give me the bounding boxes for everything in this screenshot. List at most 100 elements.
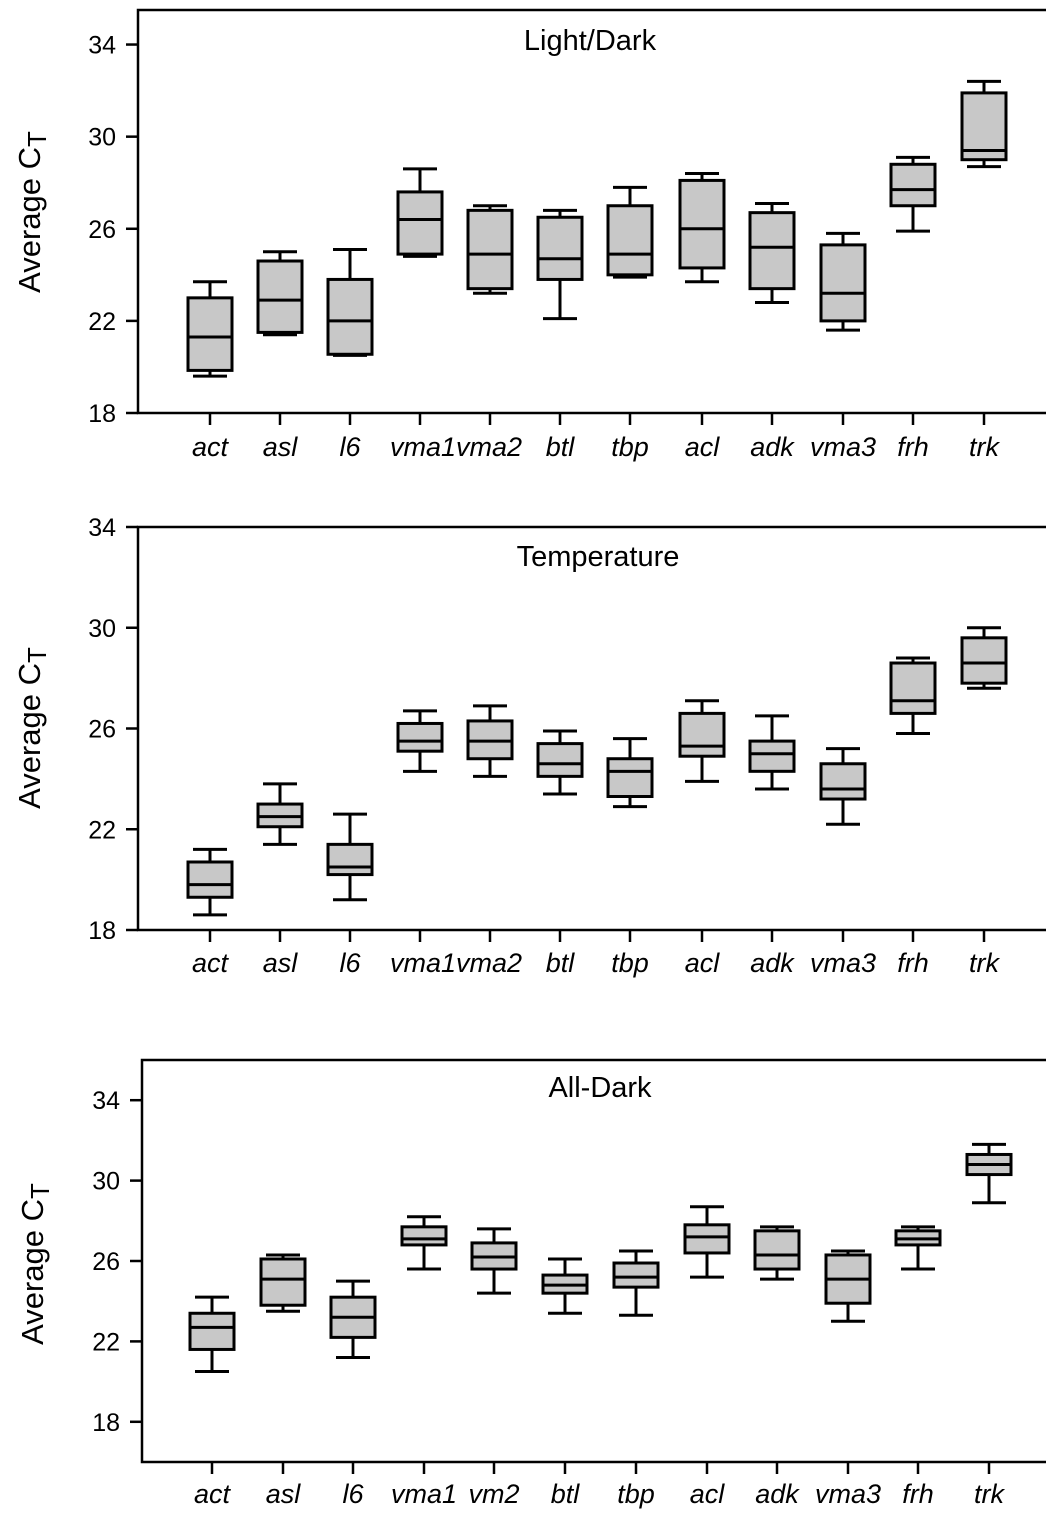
x-tick-label: tbp bbox=[611, 432, 649, 462]
x-tick-label: vma1vma2 bbox=[390, 948, 522, 978]
x-tick-label: asl bbox=[263, 432, 299, 462]
iqr-box bbox=[819, 243, 867, 323]
iqr-box bbox=[536, 742, 584, 778]
x-tick-label: frh bbox=[902, 1479, 934, 1509]
x-tick-label: btl bbox=[546, 948, 576, 978]
iqr-box bbox=[400, 1225, 448, 1247]
x-tick-label: tbp bbox=[611, 948, 649, 978]
box-plot-vma1 bbox=[396, 709, 444, 773]
x-tick-label: l6 bbox=[342, 1479, 364, 1509]
x-tick-label: acl bbox=[685, 948, 721, 978]
box-plot-trk bbox=[965, 1142, 1013, 1205]
box-plot-act bbox=[188, 1295, 236, 1374]
x-tick-label: trk bbox=[969, 432, 1000, 462]
iqr-box bbox=[748, 211, 796, 291]
x-tick-label: vm2 bbox=[468, 1479, 519, 1509]
x-tick-label: trk bbox=[974, 1479, 1005, 1509]
box-plot-act bbox=[186, 280, 234, 378]
box-plot-btl bbox=[536, 729, 584, 796]
y-tick-label: 22 bbox=[92, 1328, 120, 1356]
axes-frame bbox=[136, 525, 1046, 932]
iqr-box bbox=[259, 1257, 307, 1307]
x-tick-label: asl bbox=[266, 1479, 302, 1509]
panel-light-dark: 18 22 26 30 34 act asl l6 vma1vma2 btl tbp acl adk vm… bbox=[12, 8, 1046, 462]
y-tick-label: 26 bbox=[92, 1248, 120, 1276]
box-plot-vma3 bbox=[819, 231, 867, 332]
iqr-box bbox=[678, 178, 726, 270]
box-plot-tbp bbox=[612, 1249, 660, 1317]
y-axis-label: Average CT bbox=[12, 647, 52, 809]
iqr-box bbox=[326, 277, 374, 356]
x-tick-label: vma3 bbox=[815, 1479, 881, 1509]
panel-title: All-Dark bbox=[548, 1072, 652, 1104]
y-tick-label: 18 bbox=[92, 1409, 120, 1437]
x-tick-label: frh bbox=[897, 432, 929, 462]
box-plot-acl bbox=[678, 172, 726, 284]
panel-all-dark: 18 22 26 30 34 act asl l6 vma1 vm2 btl tbp acl adk vma… bbox=[15, 1058, 1046, 1509]
y-tick-label: 34 bbox=[88, 514, 116, 542]
y-tick-label: 18 bbox=[88, 917, 116, 945]
box-plot-vma1 bbox=[396, 167, 444, 258]
panel-title: Temperature bbox=[517, 541, 680, 573]
x-tick-label: asl bbox=[263, 948, 299, 978]
x-tick-label: adk bbox=[755, 1479, 800, 1509]
iqr-box bbox=[256, 259, 304, 334]
box-plot-adk bbox=[748, 201, 796, 304]
y-tick-label: 30 bbox=[88, 124, 116, 152]
panel-temperature: 18 22 26 30 34 act asl l6 vma1vma2 btl tbp acl adk vm… bbox=[12, 514, 1046, 978]
panel-title: Light/Dark bbox=[524, 25, 657, 57]
box-plot-trk bbox=[960, 626, 1008, 690]
box-plot-l6 bbox=[326, 812, 374, 902]
box-plot-acl bbox=[683, 1205, 731, 1279]
x-tick-label: adk bbox=[750, 948, 795, 978]
x-tick-label: act bbox=[192, 432, 230, 462]
y-tick-label: 34 bbox=[88, 32, 116, 60]
box-plot-btl bbox=[536, 208, 584, 321]
iqr-box bbox=[606, 757, 654, 799]
iqr-box bbox=[678, 711, 726, 758]
iqr-box bbox=[326, 842, 374, 877]
y-tick-label: 22 bbox=[88, 308, 116, 336]
x-tick-label: adk bbox=[750, 432, 795, 462]
iqr-box bbox=[188, 1311, 236, 1351]
box-plot-vma2 bbox=[466, 704, 514, 778]
box-plot-vma3 bbox=[819, 747, 867, 826]
x-tick-label: btl bbox=[546, 432, 576, 462]
iqr-box bbox=[396, 721, 444, 753]
box-plot-asl bbox=[259, 1253, 307, 1313]
box-plot-vma2 bbox=[466, 204, 514, 295]
iqr-box bbox=[186, 860, 234, 899]
box-plot-l6 bbox=[329, 1279, 377, 1359]
iqr-box bbox=[819, 762, 867, 801]
x-tick-label: vma3 bbox=[810, 432, 876, 462]
x-tick-label: btl bbox=[551, 1479, 581, 1509]
x-tick-label: vma1 bbox=[391, 1479, 457, 1509]
x-tick-label: acl bbox=[690, 1479, 726, 1509]
iqr-box bbox=[889, 661, 937, 715]
box-plot-act bbox=[186, 847, 234, 917]
box-plot-frh bbox=[889, 155, 937, 233]
y-tick-label: 18 bbox=[88, 400, 116, 428]
iqr-box bbox=[466, 208, 514, 291]
iqr-box bbox=[612, 1261, 660, 1289]
y-tick-label: 22 bbox=[88, 816, 116, 844]
iqr-box bbox=[889, 162, 937, 208]
axes-frame bbox=[136, 8, 1046, 415]
box-plot-asl bbox=[256, 782, 304, 846]
x-tick-label: act bbox=[192, 948, 230, 978]
y-tick-label: 34 bbox=[92, 1087, 120, 1115]
y-tick-label: 30 bbox=[88, 615, 116, 643]
box-plot-vm2 bbox=[470, 1227, 518, 1295]
x-tick-label: trk bbox=[969, 948, 1000, 978]
box-plot-adk bbox=[748, 714, 796, 791]
box-plot-btl bbox=[541, 1257, 589, 1315]
x-tick-label: vma1vma2 bbox=[390, 432, 522, 462]
box-plot-tbp bbox=[606, 185, 654, 279]
box-plot-l6 bbox=[326, 247, 374, 357]
iqr-box bbox=[536, 215, 584, 281]
y-tick-label: 30 bbox=[92, 1168, 120, 1196]
iqr-box bbox=[683, 1223, 731, 1255]
iqr-box bbox=[960, 636, 1008, 685]
y-axis-label: Average CT bbox=[12, 131, 52, 293]
